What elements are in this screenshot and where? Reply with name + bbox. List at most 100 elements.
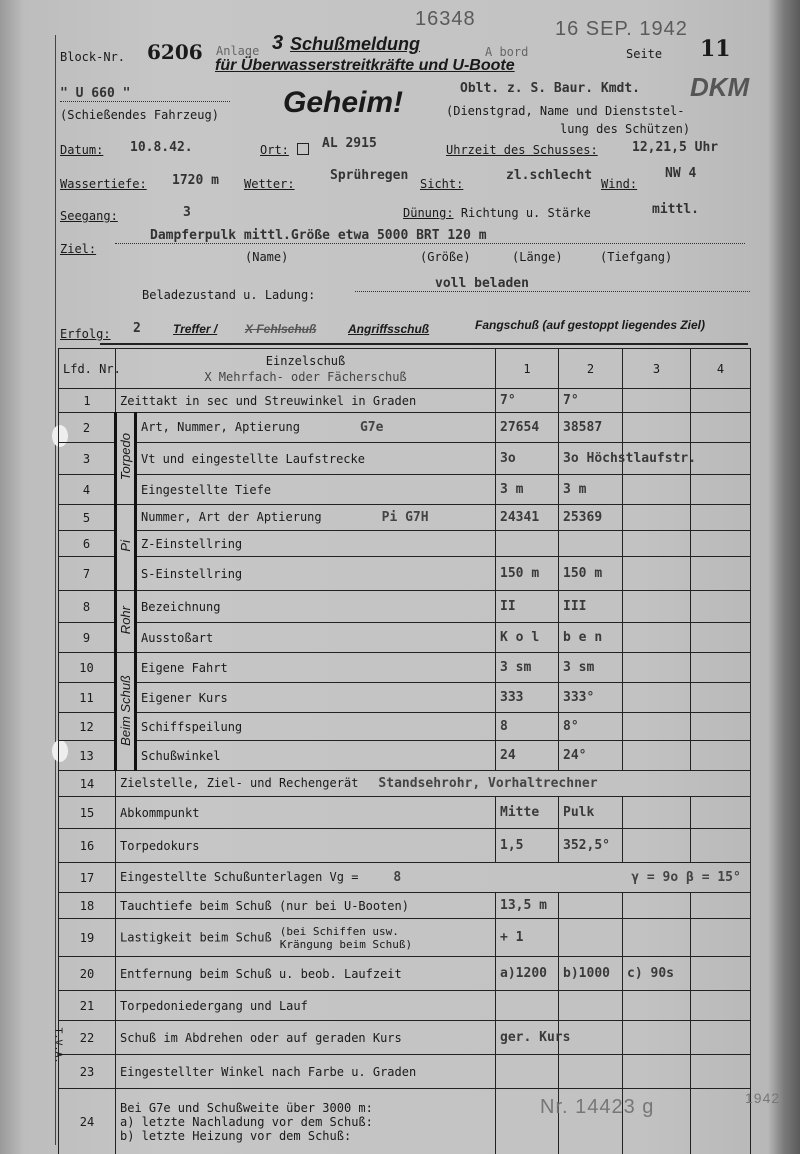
cell-col-4 xyxy=(690,956,752,991)
page-label: Seite xyxy=(626,47,663,61)
cell-col-2: 8° xyxy=(558,712,624,741)
cell-col-2: 3 sm xyxy=(558,652,624,683)
erfolg-label: Erfolg: xyxy=(60,327,111,341)
cell-col-1: 24 xyxy=(495,740,560,771)
cell-col-3 xyxy=(622,622,692,653)
row-typed-value: G7e xyxy=(359,420,384,435)
cell-col-4 xyxy=(690,1054,752,1089)
anlage-label: Anlage xyxy=(216,44,260,58)
table-row: 1 Zeittakt in sec und Streuwinkel in Grad… xyxy=(58,388,752,413)
row-number: 10 xyxy=(58,652,116,683)
table-row: 12 Schiffspeilung 8 8° xyxy=(58,712,752,741)
cell-col-4 xyxy=(690,504,752,531)
row-label: Vt und eingestellte Laufstrecke xyxy=(141,451,365,466)
row-number: 22 xyxy=(58,1020,116,1055)
group-label-pi: Pi xyxy=(118,540,133,552)
erfolg-value: 2 xyxy=(133,321,141,336)
shooter-caption: (Dienstgrad, Name und Dienststel- xyxy=(446,104,685,118)
cell-col-3 xyxy=(622,1020,692,1055)
divider xyxy=(100,343,748,345)
row-label-line2: a) letzte Nachladung vor dem Schuß: xyxy=(120,1114,373,1129)
row-label: Torpedokurs xyxy=(120,838,200,853)
angriffsschuss-option: Angriffsschuß xyxy=(348,322,430,336)
row-typed-value: 8 xyxy=(393,870,402,885)
header-col-1: 1 xyxy=(495,348,560,389)
cell-col-4 xyxy=(690,388,752,413)
row-number: 13 xyxy=(58,740,116,771)
a-bord-label: A bord xyxy=(485,45,529,59)
cell-col-1: ger. Kurs xyxy=(495,1020,570,1055)
row-label: Torpedoniedergang und Lauf xyxy=(120,998,308,1013)
anlage-number: 3 xyxy=(272,32,284,54)
row-number: 11 xyxy=(58,682,116,713)
row-label: Ausstoßart xyxy=(141,630,214,645)
cell-col-2: 150 m xyxy=(558,556,624,591)
registry-year: 1942 xyxy=(745,1090,781,1106)
cell-col-1 xyxy=(495,530,560,557)
caption-tiefgang: (Tiefgang) xyxy=(600,250,673,264)
row-number: 19 xyxy=(58,918,116,957)
sicht-label: Sicht: xyxy=(420,177,464,191)
duenung-label: Dünung: xyxy=(403,206,454,220)
registry-stamp: Nr. 14423 g xyxy=(540,1096,655,1118)
cell-col-2 xyxy=(558,892,624,919)
sicht-value: zl.schlecht xyxy=(506,168,593,183)
row-number: 23 xyxy=(58,1054,116,1089)
shot-report-table: Lfd. Nr. Einzelschuß X Mehrfach- oder Fäch… xyxy=(58,348,752,1154)
block-value: 6206 xyxy=(147,40,203,64)
cell-col-2 xyxy=(558,530,624,557)
caption-groesse: (Größe) xyxy=(420,250,471,264)
row-label: Entfernung beim Schuß u. beob. Laufzeit xyxy=(120,966,402,981)
table-row: 16 Torpedokurs 1,5 352,5° xyxy=(58,828,752,863)
cell-col-2: Pulk xyxy=(558,796,624,829)
table-row: 24 Bei G7e und Schußweite über 3000 m: a) … xyxy=(58,1088,752,1154)
cell-col-1: 333 xyxy=(495,682,560,713)
table-row: 14 Zielstelle, Ziel- und Rechengerät Stand… xyxy=(58,770,752,797)
shooter-value: Oblt. z. S. Baur. Kmdt. xyxy=(460,81,641,96)
ziel-value: Dampferpulk mittl.Größe etwa 5000 BRT 12… xyxy=(115,228,745,244)
cell-col-3 xyxy=(622,504,692,531)
cell-col-3: c) 90s xyxy=(622,956,692,991)
row-number: 8 xyxy=(58,590,116,623)
datum-value: 10.8.42. xyxy=(130,140,193,155)
cell-col-2: 3o Höchstlaufstr. xyxy=(558,442,696,475)
cell-col-2: III xyxy=(558,590,624,623)
row-number: 3 xyxy=(58,442,116,475)
row-number: 7 xyxy=(58,556,116,591)
cell-col-2: 38587 xyxy=(558,412,624,443)
cell-col-2: 3 m xyxy=(558,474,624,505)
row-typed-value: Standsehrohr, Vorhaltrechner xyxy=(378,776,598,791)
table-row: 11 Eigener Kurs 333 333° xyxy=(58,682,752,713)
row-label: Schußwinkel xyxy=(141,748,221,763)
row-number: 21 xyxy=(58,990,116,1021)
datum-label: Datum: xyxy=(60,143,104,157)
row-typed-value-2: γ = 9o β = 15° xyxy=(631,870,741,885)
ziel-label: Ziel: xyxy=(60,242,97,256)
table-row: 8 Rohr Bezeichnung II III xyxy=(58,590,752,653)
fehlschuss-option: X Fehlschuß xyxy=(245,322,317,336)
row-number: 12 xyxy=(58,712,116,741)
ort-checkbox xyxy=(297,143,309,155)
cell-col-1: 3o xyxy=(495,442,560,475)
cell-col-4 xyxy=(690,1088,752,1154)
cell-col-3 xyxy=(622,892,692,919)
duenung-value: mittl. xyxy=(652,202,699,217)
row-label: Z-Einstellring xyxy=(141,536,243,551)
cell-col-3 xyxy=(622,796,692,829)
secret-marking: Geheim! xyxy=(283,86,404,119)
cell-col-3 xyxy=(622,590,692,623)
cell-col-2: 333° xyxy=(558,682,624,713)
row-number: 17 xyxy=(58,862,116,893)
cell-col-2 xyxy=(558,990,624,1021)
uhrzeit-label: Uhrzeit des Schusses: xyxy=(446,143,598,157)
wetter-value: Sprühregen xyxy=(330,168,409,183)
cell-col-4 xyxy=(690,412,752,443)
cell-col-1: a)1200 xyxy=(495,956,560,991)
form-title: Schußmeldung xyxy=(290,34,420,54)
cell-col-1: + 1 xyxy=(495,918,560,957)
block-label: Block-Nr. xyxy=(60,50,126,64)
caption-laenge: (Länge) xyxy=(512,250,563,264)
cell-col-1: Mitte xyxy=(495,796,560,829)
cell-col-3 xyxy=(622,918,692,957)
